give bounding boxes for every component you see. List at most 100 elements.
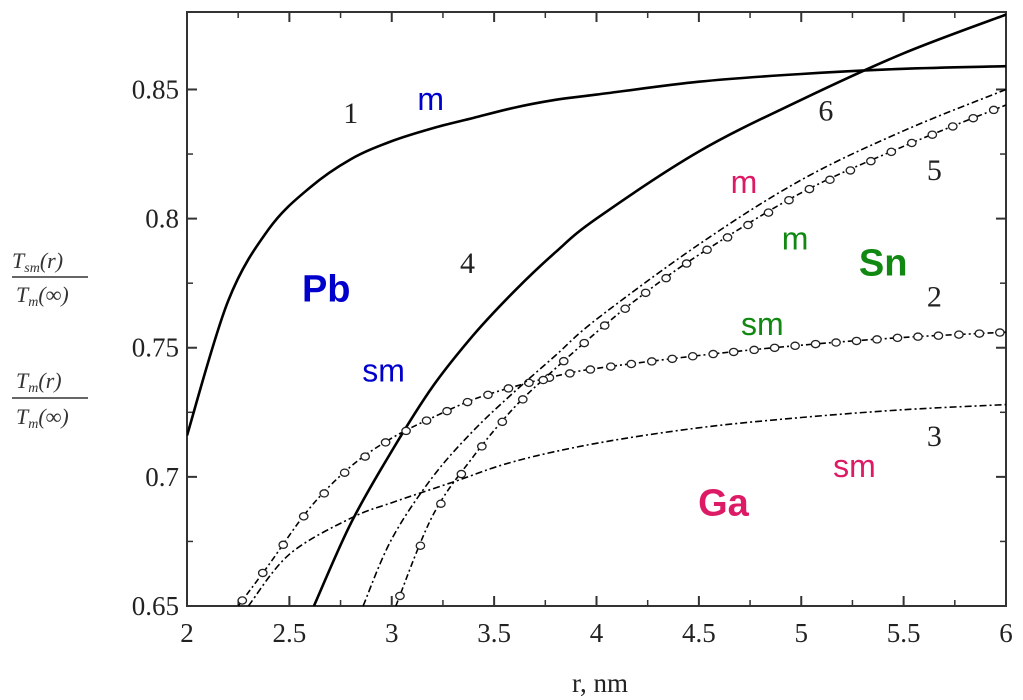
y-tick-label: 0.85: [132, 74, 179, 104]
y-tick-label: 0.7: [145, 462, 179, 492]
series-5-marker: [763, 208, 774, 217]
series-2-marker: [421, 416, 432, 425]
x-tick-label: 4.5: [682, 618, 716, 648]
series-2-marker: [237, 596, 248, 605]
annotation-sm: sm: [833, 448, 876, 484]
series-1-line: [187, 64, 1006, 436]
series-group: [187, 13, 1006, 606]
series-5-marker: [825, 175, 835, 185]
series-5-marker: [517, 395, 528, 404]
series-5-marker: [436, 499, 446, 508]
series-5-marker: [906, 138, 917, 148]
series-2-marker: [872, 335, 882, 344]
ylabel-top-den-arg: (∞): [38, 282, 68, 307]
series-2-marker: [626, 359, 637, 369]
series-2-marker: [667, 354, 678, 364]
curve-number-1: 1: [343, 97, 358, 130]
ylabel-top-den-sub: m: [28, 295, 38, 310]
series-2-marker: [585, 365, 596, 374]
series-2-marker: [769, 343, 780, 353]
series-5-marker: [456, 469, 467, 479]
curve-number-6: 6: [818, 94, 833, 127]
series-2-marker: [360, 452, 370, 461]
series-5-marker: [661, 273, 671, 283]
annotation-ga: Ga: [698, 483, 750, 525]
series-5-marker: [743, 220, 753, 230]
series-5-marker: [497, 417, 508, 427]
x-tick-label: 5.5: [887, 618, 921, 648]
series-2-marker: [278, 540, 289, 550]
series-2-marker: [790, 341, 800, 351]
series-2-marker: [483, 390, 493, 400]
x-tick-label: 2: [180, 618, 194, 648]
series-5-line: [395, 104, 1006, 606]
curve-number-3: 3: [927, 420, 942, 453]
series-2-marker: [257, 568, 268, 578]
ylabel-bottom-den-sub: m: [28, 417, 38, 432]
series-2-marker: [974, 329, 985, 338]
series-5-marker: [558, 356, 569, 366]
y-axis-label-bottom-fraction: Tm(r) Tm(∞): [12, 368, 88, 432]
plot-area: [186, 11, 1007, 607]
x-tick-label: 2.5: [273, 618, 307, 648]
series-4-line: [312, 13, 1006, 606]
series-2-marker: [831, 338, 841, 347]
series-2-marker: [401, 426, 411, 436]
series-2-marker: [810, 339, 821, 349]
series-5-marker: [415, 541, 426, 550]
series-5-marker: [640, 288, 651, 298]
series-5-marker: [620, 304, 631, 313]
y-axis-label-top-fraction: Tsm(r) Tm(∞): [12, 248, 88, 310]
x-tick-label: 5: [795, 618, 809, 648]
series-5-marker: [804, 184, 815, 194]
series-2-marker: [565, 369, 575, 378]
series-5-marker: [784, 195, 794, 205]
x-tick-label: 3: [385, 618, 399, 648]
series-5-marker: [702, 245, 712, 255]
series-5-marker: [599, 321, 610, 330]
annotation-m: m: [731, 164, 758, 200]
series-2-marker: [851, 336, 862, 346]
annotation-sn: Sn: [859, 242, 908, 284]
svg-text:Tm(r): Tm(r): [16, 368, 62, 396]
series-5-marker: [988, 105, 999, 115]
curve-number-4: 4: [460, 247, 475, 280]
svg-text:Tsm(r): Tsm(r): [12, 248, 63, 276]
x-axis-label: r, nm: [572, 668, 628, 698]
series-5-marker: [476, 442, 487, 451]
series-2-marker: [503, 384, 514, 393]
annotation-m: m: [782, 221, 809, 257]
y-tick-label: 0.8: [145, 204, 179, 234]
series-2-marker: [319, 489, 330, 498]
series-2-marker: [298, 512, 309, 521]
series-2-marker: [605, 362, 616, 371]
ylabel-bottom-den-arg: (∞): [38, 404, 68, 429]
ylabel-top-den-main: T: [16, 282, 30, 307]
y-axis-label: Tsm(r) Tm(∞) Tm(r) Tm(∞): [12, 248, 88, 432]
ylabel-top-num-sub: sm: [24, 261, 40, 276]
series-5-marker: [927, 130, 938, 139]
ylabel-top-num-arg: (r): [40, 248, 63, 273]
series-2-marker: [995, 328, 1005, 337]
svg-text:Tm(∞): Tm(∞): [16, 282, 69, 310]
series-2-marker: [728, 347, 739, 357]
y-tick-label: 0.75: [132, 333, 179, 363]
y-tick-label: 0.65: [132, 591, 179, 621]
series-2-marker: [933, 331, 944, 340]
ylabel-bottom-num-sub: m: [28, 381, 38, 396]
series-5-marker: [947, 122, 958, 131]
series-2-marker: [380, 438, 391, 447]
annotation-sm: sm: [362, 352, 405, 388]
ylabel-top-num-main: T: [12, 248, 26, 273]
series-2-marker: [708, 349, 719, 359]
curve-number-5: 5: [927, 154, 942, 187]
series-5-marker: [886, 147, 897, 157]
series-5-marker: [722, 233, 733, 242]
series-2-marker: [442, 406, 452, 416]
series-2-marker: [646, 357, 657, 366]
series-2-marker: [462, 397, 473, 407]
series-2-marker: [339, 468, 350, 477]
x-tick-label: 6: [999, 618, 1013, 648]
x-tick-label: 4: [590, 618, 604, 648]
